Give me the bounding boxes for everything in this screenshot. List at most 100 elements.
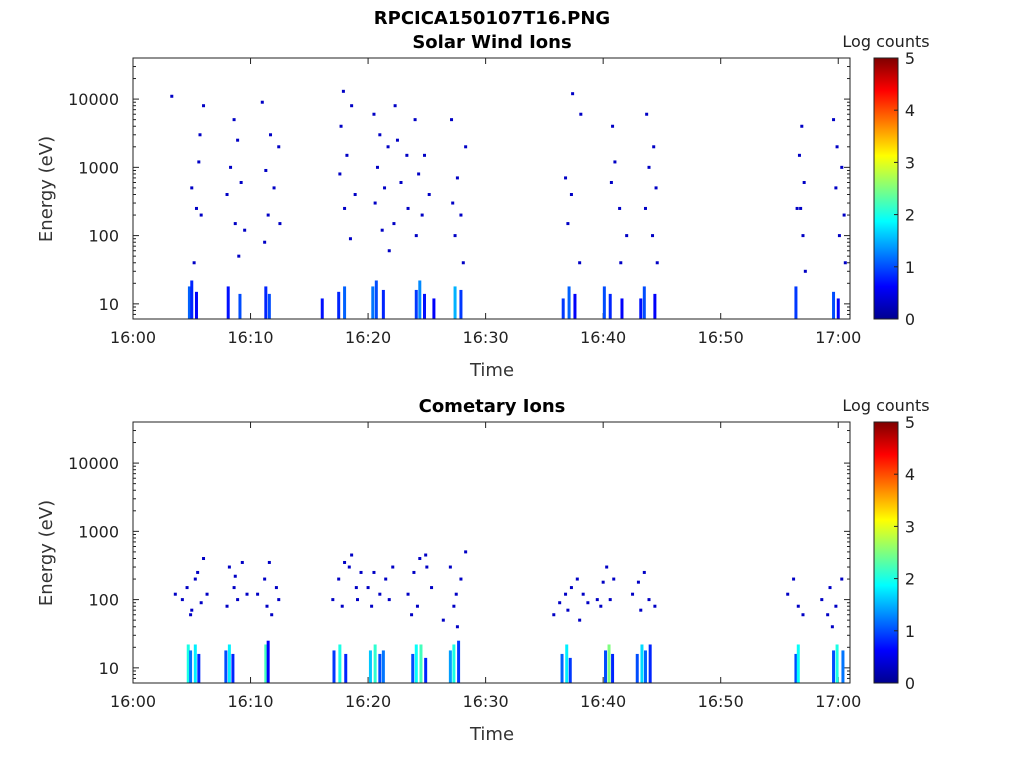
data-bar	[423, 293, 427, 319]
data-bar	[639, 298, 643, 319]
data-marks	[170, 89, 847, 319]
y-tick-label: 100	[88, 591, 119, 610]
data-bar	[368, 650, 372, 683]
data-point	[192, 261, 196, 265]
x-tick-label: 16:50	[698, 328, 744, 347]
data-bar	[189, 650, 193, 683]
axis-ticks: 16:00 16:10 16:20 16:30 16:40 16:50 17:00 10 100…	[68, 57, 861, 347]
data-point	[414, 234, 418, 238]
data-point	[842, 213, 846, 217]
data-point	[613, 160, 617, 164]
data-bar	[832, 291, 836, 319]
data-point	[571, 92, 575, 96]
data-point	[417, 172, 421, 176]
data-point	[569, 193, 573, 197]
data-bar	[371, 286, 375, 319]
data-point	[840, 165, 844, 169]
data-point	[380, 228, 384, 232]
colorbar-gradient	[873, 421, 899, 684]
data-point	[611, 124, 615, 128]
x-tick-label: 16:30	[463, 328, 509, 347]
data-point	[347, 565, 351, 569]
data-point	[450, 118, 454, 122]
data-point	[578, 618, 582, 622]
data-point	[263, 240, 267, 244]
data-bar	[794, 286, 798, 319]
data-point	[338, 172, 342, 176]
data-point	[343, 560, 347, 564]
x-tick-label: 16:10	[227, 328, 273, 347]
data-point	[387, 249, 391, 253]
data-bar	[238, 293, 242, 319]
data-point	[190, 186, 194, 190]
colorbar-label: Log counts	[842, 32, 929, 51]
data-point	[797, 153, 801, 157]
data-point	[243, 228, 247, 232]
data-bar	[432, 298, 436, 319]
data-bar	[344, 653, 348, 683]
data-point	[800, 124, 804, 128]
data-point	[464, 145, 468, 149]
data-point	[826, 613, 830, 617]
colorbar-tick-label: 2	[905, 206, 915, 225]
data-point	[566, 608, 570, 612]
data-point	[645, 112, 649, 116]
data-point	[575, 577, 579, 581]
data-point	[395, 138, 399, 142]
data-point	[185, 586, 189, 590]
colorbar-tick-label: 4	[905, 465, 915, 484]
data-point	[356, 598, 360, 602]
data-point	[196, 570, 200, 574]
data-point	[233, 222, 237, 226]
data-point	[566, 222, 570, 226]
data-point	[558, 601, 562, 605]
data-point	[631, 592, 635, 596]
y-tick-label: 100	[88, 227, 119, 246]
data-point	[448, 565, 452, 569]
plot-frame	[132, 421, 851, 684]
x-tick-label: 16:40	[580, 692, 626, 711]
data-bar	[418, 280, 422, 319]
data-bar	[835, 644, 839, 683]
data-point	[595, 598, 599, 602]
x-tick-label: 16:10	[227, 692, 273, 711]
colorbar-tick-label: 3	[905, 153, 915, 172]
data-point	[256, 592, 260, 596]
data-bar	[193, 644, 197, 683]
data-point	[339, 124, 343, 128]
data-bar	[373, 644, 377, 683]
x-tick-label: 16:20	[345, 328, 391, 347]
x-tick-label: 16:00	[110, 328, 156, 347]
data-point	[840, 577, 844, 581]
data-bar	[453, 286, 457, 319]
data-point	[229, 165, 233, 169]
data-point	[274, 586, 278, 590]
data-point	[375, 165, 379, 169]
data-bar	[320, 298, 324, 319]
data-point	[647, 598, 651, 602]
data-bar	[567, 286, 571, 319]
data-bar	[448, 650, 452, 683]
data-point	[199, 601, 203, 605]
panel-cometary-ions: Cometary Ions Time Energy (eV) 16:00 16:1…	[36, 396, 930, 745]
colorbar-tick-label: 0	[905, 310, 915, 329]
data-point	[412, 570, 416, 574]
data-point	[265, 604, 269, 608]
data-point	[653, 604, 657, 608]
data-point	[413, 118, 417, 122]
data-bar	[565, 644, 569, 683]
data-point	[236, 138, 240, 142]
data-point	[618, 206, 622, 210]
y-tick-label: 1000	[78, 158, 119, 177]
data-point	[651, 234, 655, 238]
data-point	[820, 598, 824, 602]
data-point	[270, 613, 274, 617]
data-bar	[796, 644, 800, 683]
data-bar	[604, 650, 608, 683]
data-point	[835, 145, 839, 149]
panel-title: Cometary Ions	[419, 396, 566, 417]
data-point	[455, 176, 459, 180]
data-point	[272, 186, 276, 190]
data-point	[455, 625, 459, 629]
data-point	[425, 565, 429, 569]
